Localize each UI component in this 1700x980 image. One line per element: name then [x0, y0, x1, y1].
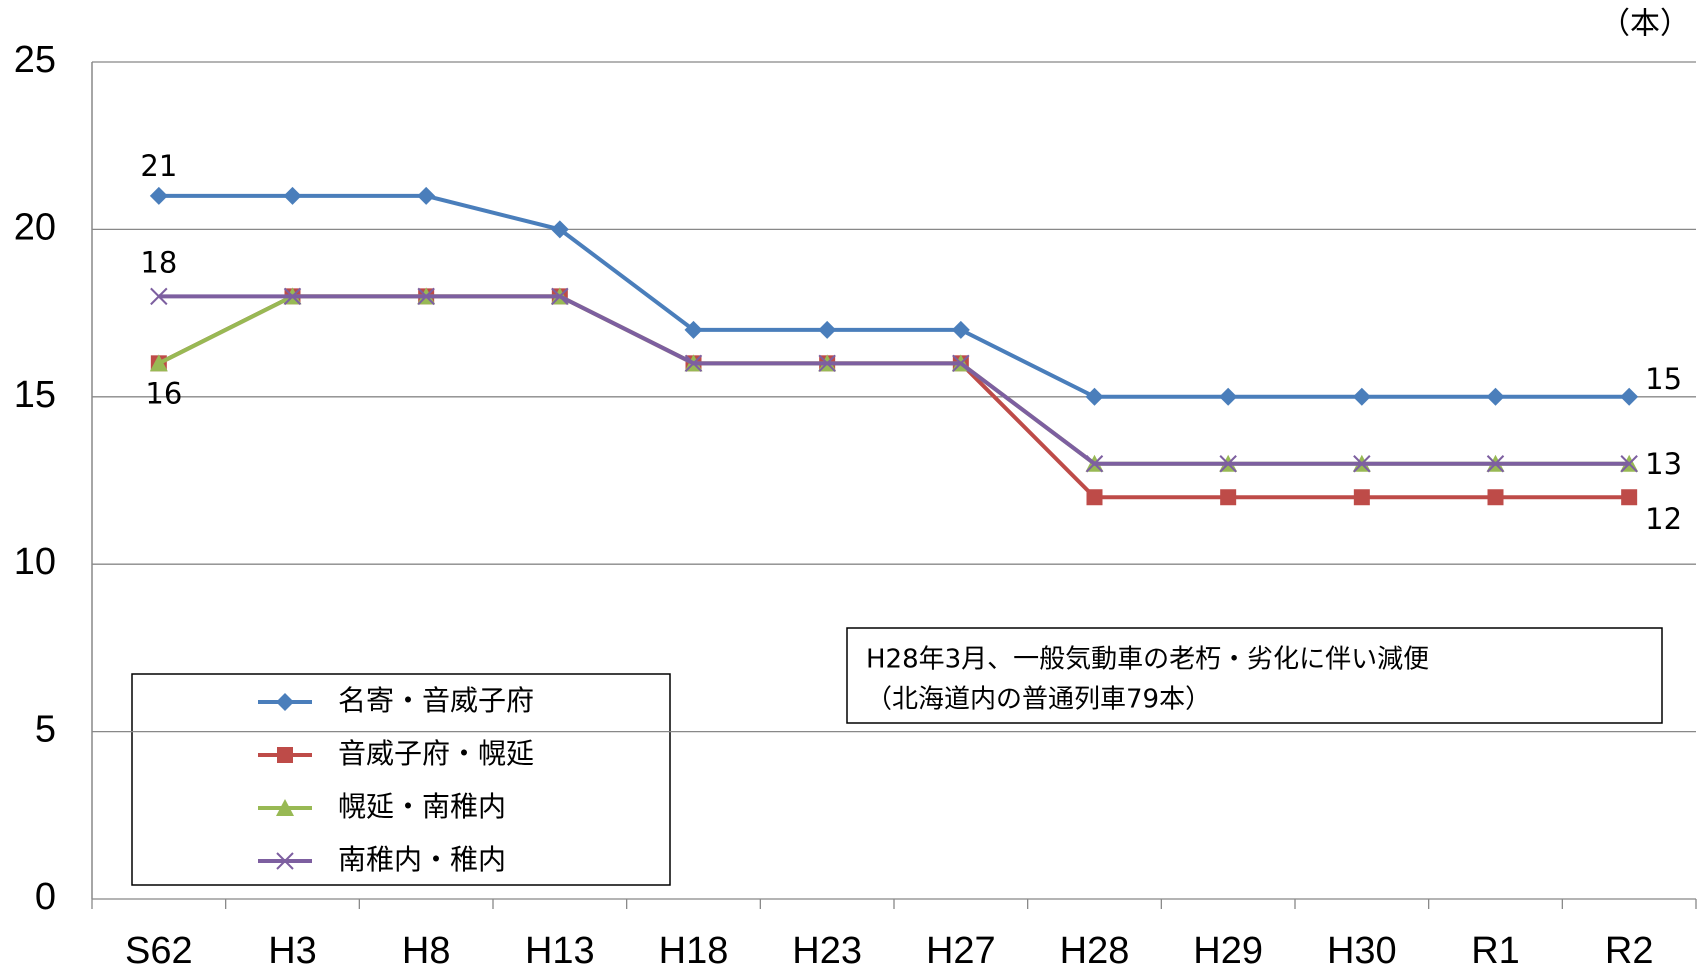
data-point	[1353, 489, 1370, 506]
data-point	[1620, 455, 1638, 473]
data-label: 18	[140, 245, 177, 279]
legend-marker	[276, 799, 294, 816]
data-point	[1219, 455, 1237, 473]
series-line	[158, 193, 1630, 399]
data-label: 21	[140, 149, 177, 183]
data-point	[684, 354, 703, 373]
data-point	[1487, 489, 1504, 506]
data-point	[283, 186, 302, 205]
legend-marker	[276, 693, 294, 711]
data-label: 12	[1645, 502, 1682, 536]
data-label: 13	[1645, 447, 1682, 481]
data-label: 16	[145, 376, 182, 410]
data-point	[1353, 455, 1371, 473]
legend-label: 音威子府・幌延	[338, 737, 534, 770]
unit-label: （本）	[1600, 7, 1690, 42]
data-point	[1085, 455, 1104, 473]
data-point	[952, 354, 970, 373]
series-line	[157, 294, 1630, 466]
y-tick-label: 20	[14, 206, 56, 248]
x-tick-label: H30	[1327, 930, 1397, 972]
legend-label: 南稚内・稚内	[338, 843, 506, 876]
x-tick-label: H13	[525, 930, 595, 972]
data-point	[149, 186, 168, 205]
x-tick-label: R2	[1605, 930, 1654, 972]
x-tick-label: H29	[1193, 930, 1263, 972]
x-tick-label: S62	[125, 930, 193, 972]
y-tick-label: 25	[14, 39, 56, 81]
x-tick-label: H3	[268, 930, 317, 972]
x-tick-label: H8	[402, 930, 451, 972]
x-tick-label: H27	[926, 930, 996, 972]
data-point	[684, 320, 703, 339]
data-point	[1486, 455, 1505, 473]
data-point	[1086, 489, 1103, 506]
x-tick-label: H18	[659, 930, 729, 972]
data-point	[1486, 387, 1505, 406]
annotation-box	[846, 627, 1663, 724]
data-point	[1621, 489, 1638, 506]
annotation: H28年3月、一般気動車の老朽・劣化に伴い減便	[866, 645, 1429, 675]
data-point	[1219, 387, 1238, 406]
data-point	[1085, 387, 1104, 406]
x-tick-label: R1	[1471, 930, 1520, 972]
x-tick-label: H23	[792, 930, 862, 972]
data-point	[417, 287, 435, 306]
data-point	[283, 287, 302, 306]
data-point	[951, 320, 970, 339]
y-tick-label: 5	[35, 709, 56, 751]
x-tick-label: H28	[1060, 930, 1130, 972]
legend-marker	[276, 852, 294, 870]
data-point	[551, 287, 569, 306]
series-line	[158, 294, 1630, 466]
legend-marker	[277, 747, 293, 763]
data-point	[818, 320, 837, 339]
legend-label: 名寄・音威子府	[338, 684, 534, 717]
data-point	[1352, 387, 1371, 406]
data-point	[550, 220, 569, 239]
data-label: 15	[1645, 362, 1682, 396]
data-point	[1620, 387, 1639, 406]
data-point	[818, 354, 836, 373]
y-tick-label: 15	[14, 374, 56, 416]
data-point	[1220, 489, 1237, 506]
data-point	[149, 354, 168, 372]
y-tick-label: 10	[14, 541, 56, 583]
y-tick-label: 0	[35, 876, 56, 918]
legend-label: 幌延・南稚内	[338, 790, 506, 823]
annotation: （北海道内の普通列車79本）	[866, 685, 1211, 715]
legend-box	[131, 673, 671, 886]
data-point	[150, 287, 168, 306]
data-point	[417, 186, 436, 205]
